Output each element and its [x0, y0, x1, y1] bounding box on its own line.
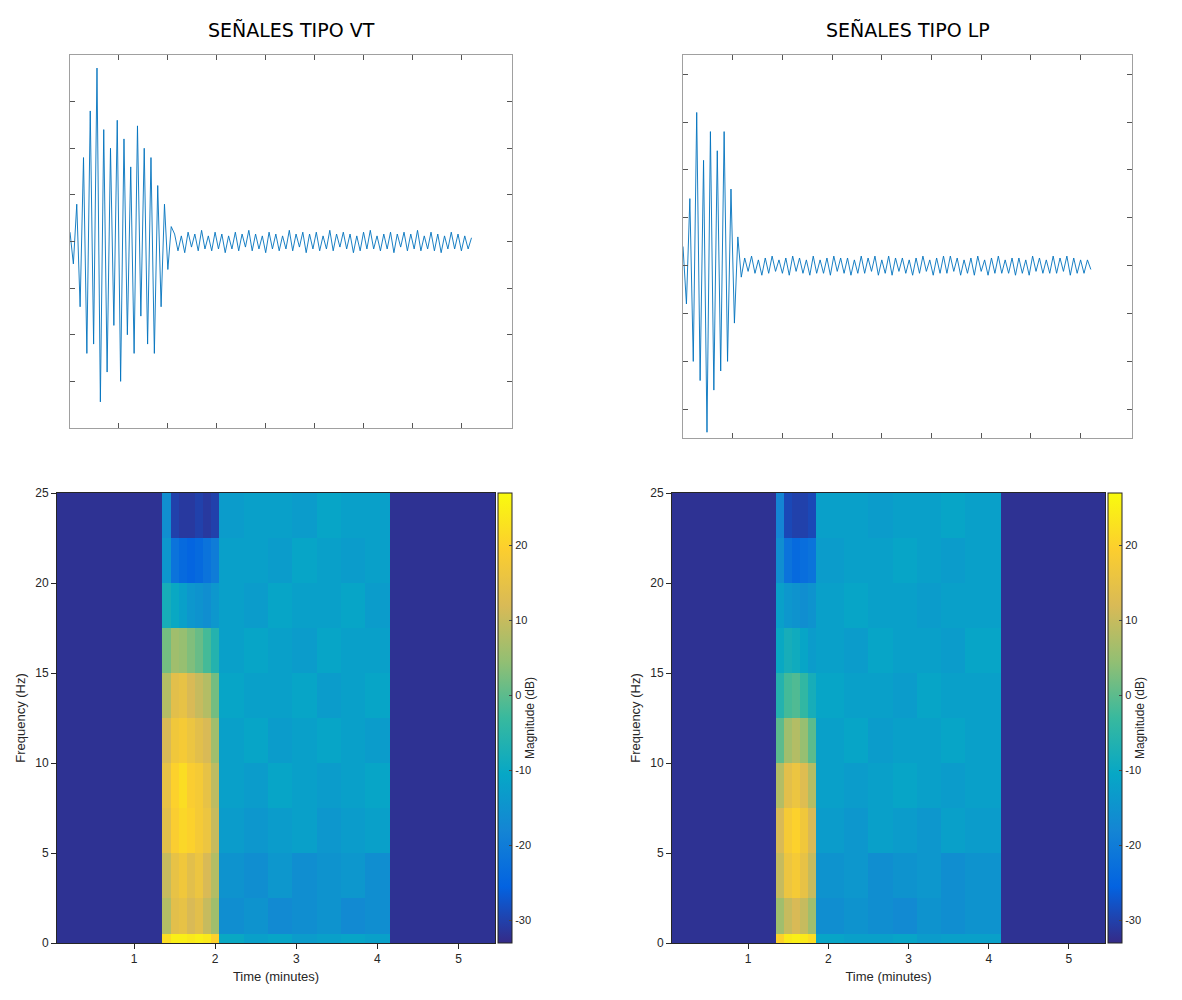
svg-text:15: 15 [35, 666, 49, 680]
svg-text:0: 0 [657, 936, 664, 950]
svg-text:5: 5 [455, 952, 462, 966]
svg-text:10: 10 [650, 756, 664, 770]
svg-text:3: 3 [905, 952, 912, 966]
svg-text:4: 4 [985, 952, 992, 966]
svg-text:-20: -20 [515, 839, 531, 851]
svg-text:15: 15 [650, 666, 664, 680]
svg-text:SEÑALES TIPO LP: SEÑALES TIPO LP [826, 19, 990, 41]
svg-text:Magnitude (dB): Magnitude (dB) [523, 677, 537, 759]
svg-text:-30: -30 [1125, 914, 1141, 926]
svg-text:0: 0 [42, 936, 49, 950]
svg-text:20: 20 [650, 576, 664, 590]
svg-text:25: 25 [35, 486, 49, 500]
svg-text:10: 10 [35, 756, 49, 770]
svg-text:-20: -20 [1125, 839, 1141, 851]
svg-text:1: 1 [745, 952, 752, 966]
svg-text:0: 0 [1125, 689, 1131, 701]
svg-text:20: 20 [515, 539, 527, 551]
svg-text:5: 5 [1066, 952, 1073, 966]
svg-text:4: 4 [374, 952, 381, 966]
svg-text:5: 5 [42, 846, 49, 860]
svg-text:20: 20 [35, 576, 49, 590]
svg-text:10: 10 [1125, 614, 1137, 626]
svg-text:2: 2 [825, 952, 832, 966]
svg-text:2: 2 [212, 952, 219, 966]
svg-text:5: 5 [657, 846, 664, 860]
svg-text:-30: -30 [515, 914, 531, 926]
svg-text:Frequency (Hz): Frequency (Hz) [13, 673, 28, 763]
svg-text:25: 25 [650, 486, 664, 500]
svg-text:1: 1 [131, 952, 138, 966]
svg-text:10: 10 [515, 614, 527, 626]
svg-text:Frequency (Hz): Frequency (Hz) [628, 673, 643, 763]
svg-text:Time (minutes): Time (minutes) [233, 969, 319, 984]
svg-text:-10: -10 [515, 764, 531, 776]
svg-text:-10: -10 [1125, 764, 1141, 776]
svg-text:20: 20 [1125, 539, 1137, 551]
svg-text:Magnitude (dB): Magnitude (dB) [1133, 677, 1147, 759]
svg-text:SEÑALES TIPO VT: SEÑALES TIPO VT [208, 19, 375, 41]
svg-text:Time (minutes): Time (minutes) [845, 969, 931, 984]
svg-text:3: 3 [293, 952, 300, 966]
svg-text:0: 0 [515, 689, 521, 701]
